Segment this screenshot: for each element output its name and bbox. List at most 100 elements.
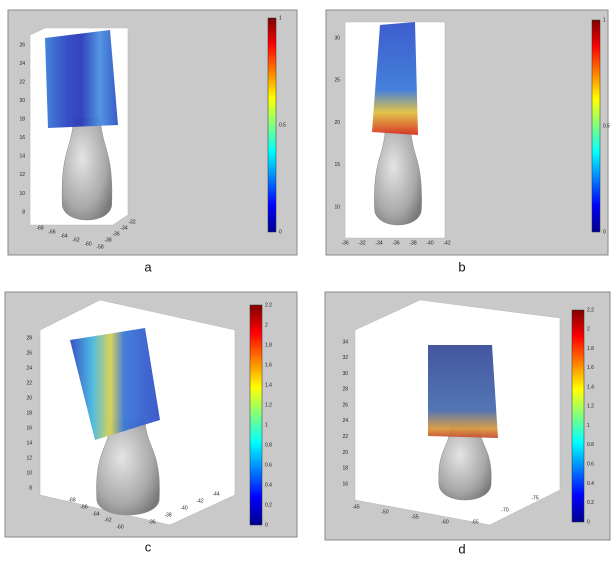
y-tick-label: 18 <box>19 117 25 123</box>
x-tick-label: -50 <box>381 509 388 515</box>
y-tick-label: 24 <box>26 365 32 371</box>
colorbar-tick-label: 1 <box>603 17 606 23</box>
colorbar-tick-label: 2.2 <box>265 302 272 308</box>
x-tick-label: -68 <box>36 225 43 231</box>
x-tick-label: -66 <box>80 504 87 510</box>
colorbar-tick-label: 1.4 <box>265 382 272 388</box>
colorbar-tick-label: 1.8 <box>265 342 272 348</box>
bone-shape <box>61 117 113 221</box>
y-tick-label: 30 <box>342 371 348 377</box>
colorbar-tick-label: 1.4 <box>587 384 594 390</box>
y-tick-label: 18 <box>342 466 348 472</box>
colorbar-tick-label: 1.8 <box>587 346 594 352</box>
colorbar-tick-label: 1.2 <box>587 404 594 410</box>
bone-shape <box>438 424 492 501</box>
panel: 10.502624222018161412108-68-66-64-62-60-… <box>7 9 298 274</box>
y-tick-label: 22 <box>342 434 348 440</box>
x-tick-label: -60 <box>116 524 123 530</box>
x-tick-label: -38 <box>409 240 416 246</box>
y-tick-label: 26 <box>19 42 25 48</box>
panel-label: c <box>145 539 152 554</box>
x-tick-label: -40 <box>180 505 187 511</box>
colorbar-tick-label: 0.8 <box>265 442 272 448</box>
y-tick-label: 8 <box>22 209 25 215</box>
y-tick-label: 14 <box>26 440 32 446</box>
colorbar-tick-label: 0.2 <box>587 500 594 506</box>
colorbar <box>267 17 277 233</box>
colorbar-tick-label: 2 <box>587 327 590 333</box>
x-tick-label: -66 <box>48 229 55 235</box>
strain-map <box>428 345 498 438</box>
y-tick-label: 16 <box>19 135 25 141</box>
colorbar-tick-label: 1.6 <box>587 365 594 371</box>
panel-label: a <box>144 259 152 274</box>
x-tick-label: -32 <box>358 240 365 246</box>
x-tick-label: -62 <box>72 237 79 243</box>
bone-shape <box>96 419 160 516</box>
strain-map <box>372 22 418 135</box>
y-tick-label: 16 <box>26 425 32 431</box>
y-tick-label: 26 <box>26 350 32 356</box>
y-tick-label: 18 <box>26 410 32 416</box>
y-tick-label: 10 <box>19 191 25 197</box>
colorbar-tick-label: 0.5 <box>279 122 286 128</box>
panel: 2.2 2 1.8 1.6 1.4 1.2 1 0.8 0.6 0.4 0.2 0 34 32 30 28 26… <box>324 291 611 556</box>
y-tick-label: 8 <box>29 485 32 491</box>
colorbar-tick-label: 1 <box>587 423 590 429</box>
colorbar <box>249 304 263 526</box>
y-tick-label: 24 <box>19 61 25 67</box>
colorbar-tick-label: 1 <box>279 15 282 21</box>
x-tick-label: -55 <box>411 514 418 520</box>
x-tick-label: -36 <box>341 240 348 246</box>
colorbar-tick-label: 0.5 <box>603 123 610 129</box>
panel: 2.2 2 1.8 1.6 1.4 1.2 1 0.8 0.6 0.4 0.2 0 28 26 24 22 20… <box>4 291 298 554</box>
x-tick-label: -40 <box>426 240 433 246</box>
panel-label: b <box>458 259 465 274</box>
y-tick-label: 24 <box>342 418 348 424</box>
x-tick-label: -38 <box>164 512 171 518</box>
y-tick-label: 15 <box>334 162 340 168</box>
colorbar-tick-label: 1 <box>265 422 268 428</box>
strain-map <box>45 30 118 128</box>
strain-map <box>70 328 160 440</box>
colorbar-tick-label: 0 <box>265 522 268 528</box>
y-tick-label: 20 <box>334 120 340 126</box>
x-tick-label: -42 <box>443 240 450 246</box>
colorbar-tick-label: 0.4 <box>265 482 272 488</box>
x-tick-label: -36 <box>112 231 119 237</box>
x-tick-label: -34 <box>120 225 127 231</box>
x-tick-label: -64 <box>60 233 67 239</box>
panel: 1 0.5 0 30 25 20 15 10 -36 -32 -34 -36 -38 -40 -42 b <box>325 9 610 274</box>
x-tick-label: -34 <box>375 240 382 246</box>
x-tick-label: -62 <box>104 517 111 523</box>
colorbar-tick-label: 0 <box>587 519 590 525</box>
colorbar-tick-label: 2 <box>265 322 268 328</box>
x-tick-label: -60 <box>441 519 448 525</box>
y-tick-label: 30 <box>334 35 340 41</box>
y-tick-label: 28 <box>26 335 32 341</box>
colorbar-tick-label: 1.2 <box>265 402 272 408</box>
colorbar-tick-label: 0 <box>279 229 282 235</box>
y-tick-label: 12 <box>26 455 32 461</box>
colorbar-tick-label: 1.6 <box>265 362 272 368</box>
x-tick-label: -64 <box>92 511 99 517</box>
y-tick-label: 25 <box>334 78 340 84</box>
colorbar-tick-label: 0.6 <box>587 462 594 468</box>
y-tick-label: 28 <box>342 387 348 393</box>
x-tick-label: -36 <box>392 240 399 246</box>
colorbar-tick-label: 0.4 <box>587 481 594 487</box>
y-tick-label: 12 <box>19 172 25 178</box>
colorbar-tick-label: 2.2 <box>587 307 594 313</box>
colorbar-tick-label: 0.8 <box>587 442 594 448</box>
y-tick-label: 34 <box>342 339 348 345</box>
y-tick-label: 32 <box>342 355 348 361</box>
colorbar <box>571 309 585 523</box>
x-tick-label: -42 <box>196 498 203 504</box>
y-tick-label: 14 <box>19 154 25 160</box>
y-tick-label: 26 <box>342 402 348 408</box>
y-tick-label: 10 <box>334 204 340 210</box>
y-tick-label: 22 <box>19 79 25 85</box>
x-tick-label: -58 <box>96 244 103 250</box>
colorbar <box>591 19 601 233</box>
